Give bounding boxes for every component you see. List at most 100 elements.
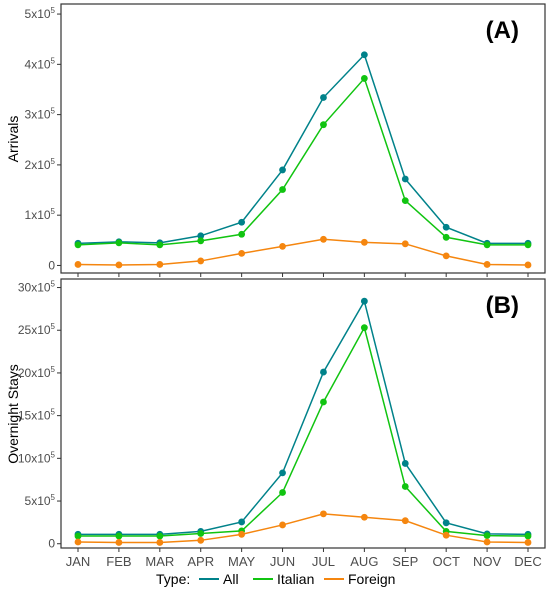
panel-a-point-italian (197, 237, 205, 245)
panel-b-point-foreign (483, 538, 491, 546)
panel-a-point-italian (524, 241, 532, 249)
panel-a-point-foreign (74, 261, 82, 268)
x-tick-label: DEC (514, 554, 541, 569)
panel-b-point-foreign (360, 513, 368, 521)
panel-b-point-italian (115, 532, 123, 540)
x-tick-label: JUL (312, 554, 335, 569)
panel-b-point-foreign (320, 510, 327, 518)
x-tick-label: AUG (350, 554, 378, 569)
panel-a-point-foreign (115, 261, 123, 269)
panel-a-point-all (320, 94, 327, 101)
panel-a-series (74, 51, 532, 277)
panel-a-point-foreign (524, 261, 532, 269)
panel-b-point-foreign (524, 539, 532, 546)
panel-b-point-foreign (197, 536, 205, 544)
panel-a-y-tick-label: 2x105 (25, 157, 56, 172)
panel-a-point-foreign (360, 238, 368, 246)
panel-b-y-tick-label: 0 (48, 537, 55, 551)
panel-b-y-ticks: 0 5x105 10x105 15x105 20x105 25x105 30x105 (18, 280, 61, 551)
panel-a-y-tick-label: 4x105 (25, 56, 56, 71)
x-tick-label: MAR (145, 554, 174, 569)
panel-a-series-line-all (77, 53, 528, 245)
panel-a-tag: (A) (486, 17, 519, 44)
panel-b-point-italian (197, 530, 205, 537)
panel-a-point-italian (320, 121, 327, 129)
x-tick-label: JUN (270, 554, 295, 569)
panel-a-point-all (401, 175, 409, 183)
panel-a-y-tick-label: 0 (48, 258, 55, 272)
panel-a-point-foreign (320, 235, 327, 243)
panel-a: (A) Arrivals 0 1x105 2x105 3x105 4x105 5x105 (5, 3, 546, 277)
panel-b-point-italian (360, 324, 368, 332)
panel-a-point-foreign (156, 261, 164, 268)
panel-a-point-foreign (401, 240, 409, 248)
panel-b-point-italian (156, 532, 164, 540)
panel-a-point-all (197, 232, 205, 240)
x-axis-ticks: JAN FEB MAR APR MAY JUN JUL AUG SEP OCT NOV DEC (66, 548, 542, 569)
panel-a-y-tick-label: 3x105 (25, 107, 56, 122)
panel-b-series-line-foreign (77, 513, 529, 544)
panel-b-series-line-italian (78, 325, 529, 537)
panel-a-point-all (238, 218, 246, 226)
x-tick-label: SEP (392, 554, 418, 569)
panel-a-point-italian (360, 75, 368, 82)
panel-b-frame (60, 278, 546, 549)
panel-a-point-foreign (279, 242, 286, 250)
panel-a-point-foreign (238, 249, 246, 257)
panel-a-point-all (279, 166, 286, 174)
panel-a-point-all (442, 223, 450, 231)
panel-b-point-foreign (279, 521, 286, 529)
panel-b-point-italian (74, 532, 82, 540)
panel-a-point-all (360, 51, 368, 59)
panel-b-point-all (401, 460, 409, 467)
panel-b-point-foreign (74, 538, 82, 546)
panel-a-point-italian (115, 239, 123, 247)
panel-b-tag: (B) (486, 292, 519, 319)
panel-b: (B) Overnight Stays 0 5x105 10x105 15x105 20… (5, 278, 546, 569)
panel-b-point-italian (401, 483, 409, 490)
panel-b-y-tick-label: 5x105 (25, 493, 56, 508)
panel-b-y-tick-label: 30x105 (18, 280, 56, 295)
panel-a-point-italian (279, 186, 286, 193)
panel-a-point-italian (442, 233, 450, 241)
panel-b-y-tick-label: 20x105 (18, 365, 56, 380)
panel-b-point-foreign (156, 539, 164, 546)
panel-b-point-all (238, 518, 246, 526)
panel-a-point-italian (401, 197, 409, 204)
x-tick-label: APR (187, 554, 214, 569)
panel-a-y-tick-label: 5x105 (25, 6, 56, 21)
panel-a-y-axis-title: Arrivals (5, 116, 21, 163)
x-tick-label: NOV (473, 554, 502, 569)
panel-a-y-ticks: 0 1x105 2x105 3x105 4x105 5x105 (25, 6, 61, 272)
panel-b-point-foreign (115, 539, 123, 546)
panel-a-y-tick-label: 1x105 (25, 207, 56, 222)
panel-a-series-line-foreign (77, 238, 529, 266)
x-tick-label: MAY (228, 554, 256, 569)
legend-label-italian: Italian (277, 571, 314, 587)
panel-b-point-foreign (401, 517, 409, 525)
panel-b-point-italian (483, 532, 491, 540)
panel-b-series-line-all (78, 299, 529, 536)
x-tick-label: FEB (106, 554, 131, 569)
panel-b-point-foreign (442, 531, 450, 539)
panel-b-point-all (279, 469, 286, 477)
panel-b-point-italian (524, 532, 532, 540)
panel-b-point-all (320, 368, 327, 376)
panel-b-point-italian (279, 489, 286, 496)
x-tick-label: JAN (66, 554, 91, 569)
legend: Type: All Italian Foreign (156, 571, 395, 587)
panel-b-y-tick-label: 10x105 (18, 450, 56, 465)
legend-label-all: All (223, 571, 239, 587)
panel-b-point-italian (320, 398, 327, 406)
panel-b-y-tick-label: 25x105 (18, 322, 56, 337)
panel-a-frame (60, 3, 546, 274)
legend-label-foreign: Foreign (348, 571, 395, 587)
panel-b-y-axis-title: Overnight Stays (5, 364, 21, 464)
panel-b-y-tick-label: 15x105 (18, 408, 56, 423)
panel-b-point-all (360, 297, 368, 305)
panel-a-point-italian (156, 241, 164, 249)
panel-a-point-italian (238, 230, 246, 238)
panel-a-point-foreign (442, 252, 450, 260)
legend-title: Type: (156, 571, 190, 587)
